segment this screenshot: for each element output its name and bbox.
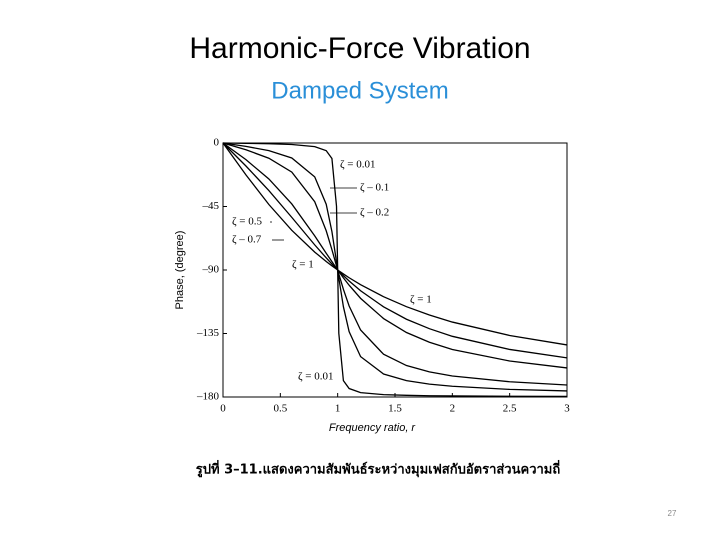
y-tick-label: 0: [214, 137, 220, 149]
x-tick-label: 2.5: [503, 403, 517, 415]
x-tick-label: 0: [220, 403, 226, 415]
x-tick-label: 0.5: [273, 403, 287, 415]
series-line: [222, 142, 568, 392]
y-tick-label: –45: [202, 200, 220, 212]
figure: Phase, (degree) Frequency ratio, r รูปที…: [174, 137, 570, 478]
x-axis-label: Frequency ratio, r: [329, 422, 417, 434]
plot-frame: [222, 142, 568, 398]
series-label: ζ – 0.1: [360, 182, 389, 194]
series-label: ζ = 0.01: [340, 159, 376, 171]
y-tick-label: –135: [196, 327, 220, 339]
series-label: ζ – 0.7: [232, 234, 262, 246]
series-line: [222, 142, 568, 369]
series-line: [222, 142, 568, 398]
x-tick-label: 1.5: [388, 403, 402, 415]
figure-caption: รูปที่ 3–11.แสดงความสัมพันธ์ระหว่างมุมเฟ…: [196, 460, 561, 478]
annotation: ζ = 0.01: [298, 371, 334, 383]
series-line: [222, 142, 568, 346]
series-label: ζ = 1: [292, 259, 314, 271]
x-tick-label: 3: [564, 403, 570, 415]
series-label: ζ – 0.2: [360, 207, 389, 219]
annotation: ζ = 1: [410, 294, 432, 306]
y-axis-label: Phase, (degree): [174, 231, 186, 310]
slide-subtitle: Damped System: [271, 77, 448, 104]
x-tick-label: 2: [450, 403, 456, 415]
y-tick-label: –90: [202, 264, 220, 276]
series-label: ζ = 0.5: [232, 216, 263, 228]
slide-title: Harmonic-Force Vibration: [189, 32, 530, 65]
y-tick-label: –180: [196, 391, 220, 403]
series-line: [222, 142, 568, 386]
x-tick-label: 1: [335, 403, 341, 415]
page-number: 27: [668, 509, 677, 518]
